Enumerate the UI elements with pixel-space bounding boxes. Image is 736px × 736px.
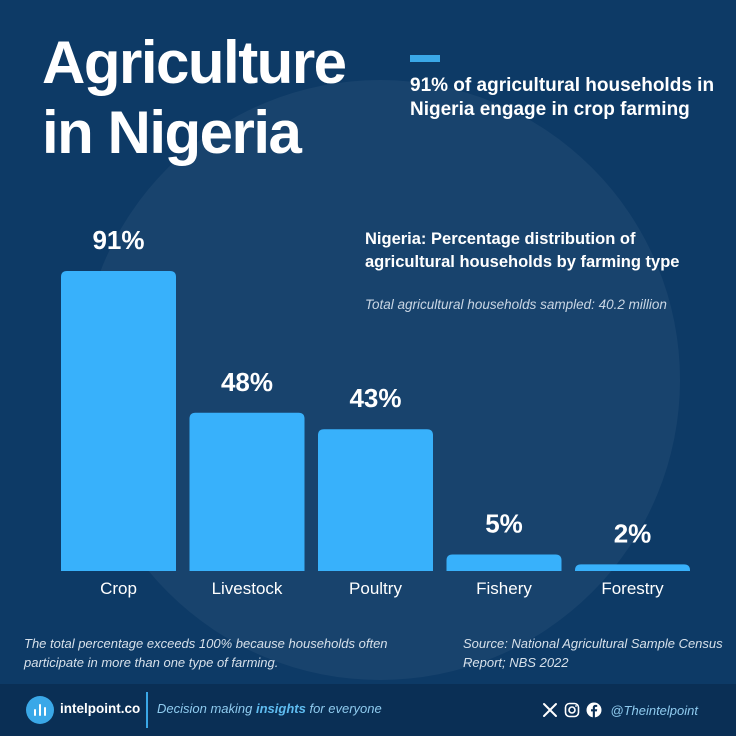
bar-fishery <box>446 554 562 571</box>
bar-crop <box>61 271 176 571</box>
value-label-forestry: 2% <box>614 518 652 548</box>
category-label-poultry: Poultry <box>349 579 402 598</box>
footnote: The total percentage exceeds 100% becaus… <box>24 636 388 670</box>
chart-title: Nigeria: Percentage distribution of agri… <box>365 230 680 271</box>
source-note: Source: National Agricultural Sample Cen… <box>463 636 723 670</box>
chart-subtitle: Total agricultural households sampled: 4… <box>365 297 667 312</box>
footer-bar: intelpoint.co Decision making insights f… <box>0 684 736 736</box>
headline: 91% of agricultural households in Nigeri… <box>410 75 715 120</box>
category-label-crop: Crop <box>100 579 137 598</box>
value-label-crop: 91% <box>92 225 144 255</box>
value-label-poultry: 43% <box>349 383 401 413</box>
bar-livestock <box>189 412 305 571</box>
tagline: Decision making insights for everyone <box>157 701 382 716</box>
facebook-icon[interactable] <box>586 702 602 718</box>
bar-chart: 91% Crop 48% Livestock 43% Poultry 5% Fishery 2%… <box>61 225 690 598</box>
bar-poultry <box>318 429 433 571</box>
x-icon[interactable] <box>542 702 558 718</box>
social-handle[interactable]: @Theintelpoint <box>610 702 698 718</box>
category-label-fishery: Fishery <box>476 579 532 598</box>
bar-forestry <box>575 564 690 571</box>
instagram-icon[interactable] <box>564 702 580 718</box>
brand-link[interactable]: intelpoint.co <box>60 701 141 716</box>
category-label-forestry: Forestry <box>601 579 664 598</box>
headline-accent-bar <box>410 55 440 62</box>
page-title: Agriculture in Nigeria <box>42 29 347 166</box>
footer-divider <box>146 692 148 728</box>
social-links: @Theintelpoint <box>542 699 698 721</box>
intelpoint-logo-icon <box>26 696 54 724</box>
value-label-livestock: 48% <box>221 367 273 397</box>
category-label-livestock: Livestock <box>212 579 283 598</box>
value-label-fishery: 5% <box>485 509 523 539</box>
